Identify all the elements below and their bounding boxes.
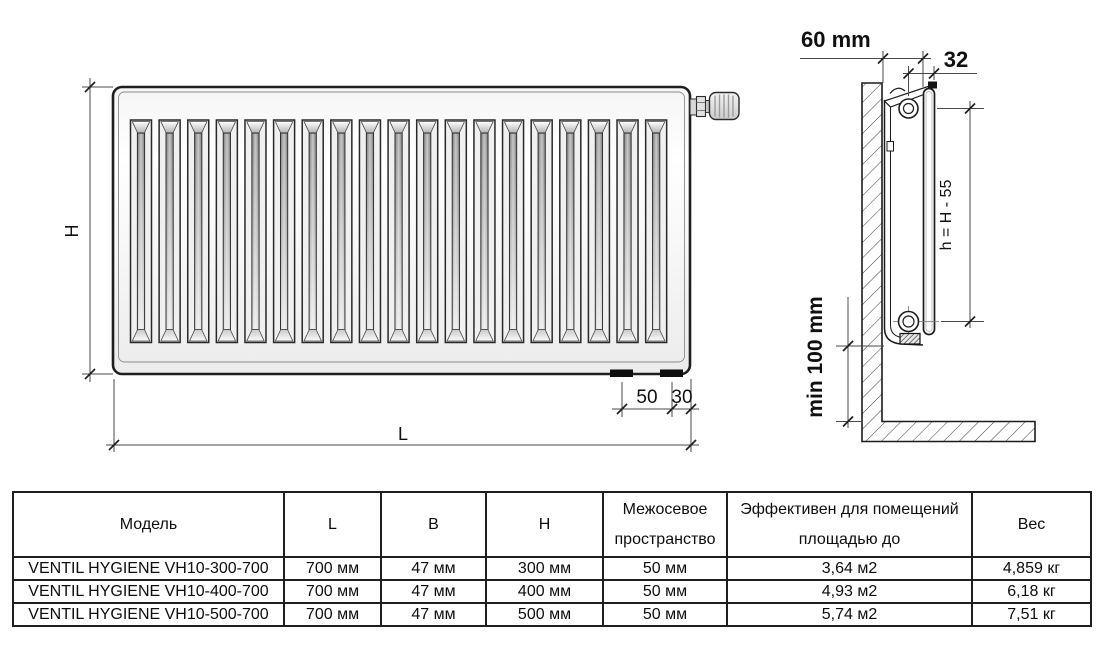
cell-spacing: 50 мм (602, 556, 728, 581)
front-view: H L 50 30 (62, 78, 740, 452)
radiator-slat (358, 119, 382, 344)
mounting-hole-bottom (893, 306, 939, 337)
cell-b: 47 мм (380, 602, 487, 627)
cell-model: VENTIL HYGIENE VH10-300-700 (12, 556, 285, 581)
cell-weight: 6,18 кг (971, 579, 1092, 604)
radiator-slat (330, 119, 353, 344)
dimension-floor-clearance: min 100 mm (804, 296, 884, 428)
table-row: VENTIL HYGIENE VH10-500-700 700 мм 47 мм… (12, 602, 1092, 627)
cell-b: 47 мм (380, 556, 487, 581)
cell-l: 700 мм (283, 579, 382, 604)
dimension-depth: 32 (902, 47, 977, 96)
col-header-b: B (380, 491, 487, 558)
dimension-height: H (62, 78, 113, 382)
radiator-slat (244, 119, 267, 344)
cell-weight: 7,51 кг (971, 602, 1092, 627)
air-vent-plug (928, 81, 937, 89)
radiator-slat (587, 119, 611, 344)
panel-side-profile (922, 87, 936, 336)
cell-area: 3,64 м2 (726, 556, 973, 581)
radiator-slats (129, 119, 668, 344)
col-header-l: L (283, 491, 382, 558)
mount-height-label: h = H - 55 (938, 180, 955, 251)
col-header-effective: Эффективен для помещений площадью до (726, 491, 973, 558)
thermostatic-valve (689, 91, 740, 121)
col-header-spacing: Межосевое пространство (602, 491, 728, 558)
table-row: VENTIL HYGIENE VH10-400-700 700 мм 47 мм… (12, 579, 1092, 604)
cell-b: 47 мм (380, 579, 487, 604)
col-header-h: H (485, 491, 604, 558)
radiator-slat (616, 119, 639, 344)
dimension-mount-height: h = H - 55 (937, 101, 984, 328)
dimension-stub-offsets: 50 30 (612, 382, 699, 417)
wall-offset-label: 60 mm (801, 27, 871, 52)
radiator-slat (530, 119, 553, 344)
wall-floor-section (861, 82, 1036, 443)
cell-weight: 4,859 кг (971, 556, 1092, 581)
cell-l: 700 мм (283, 556, 382, 581)
radiator-slat (473, 119, 496, 344)
mounting-hole-top (898, 98, 919, 119)
col-header-effective-line2: площадью до (798, 530, 901, 548)
stub-spacing-50-label: 50 (636, 387, 657, 408)
col-header-spacing-line2: пространство (614, 530, 716, 548)
cell-h: 500 мм (485, 602, 604, 627)
radiator-slat (272, 119, 296, 344)
spec-table: Модель L B H Межосевое пространство Эффе… (12, 491, 1092, 627)
stub-offset-30-label: 30 (671, 387, 692, 408)
bottom-connection-stub-left (610, 369, 633, 377)
radiator-body-inner-line (118, 91, 685, 363)
col-header-spacing-line1: Межосевое (622, 500, 708, 518)
bottom-connection-stub-right (660, 369, 683, 377)
cell-h: 400 мм (485, 579, 604, 604)
radiator-slat (158, 119, 181, 344)
radiator-slat (186, 119, 210, 344)
col-header-weight: Вес (971, 491, 1092, 558)
radiator-slat (387, 119, 410, 344)
depth-label: 32 (944, 47, 968, 72)
radiator-slat (644, 119, 668, 344)
cell-model: VENTIL HYGIENE VH10-400-700 (12, 579, 285, 604)
header-row: Модель L B H Межосевое пространство Эффе… (12, 491, 1092, 558)
dimension-length: L (106, 379, 699, 452)
length-dimension-label: L (398, 424, 408, 444)
bottom-bracket-block (899, 332, 921, 345)
cell-area: 4,93 м2 (726, 579, 973, 604)
table-row: VENTIL HYGIENE VH10-300-700 700 мм 47 мм… (12, 556, 1092, 581)
radiator-slat (415, 119, 439, 344)
cell-model: VENTIL HYGIENE VH10-500-700 (12, 602, 285, 627)
col-header-model: Модель (12, 491, 285, 558)
radiator-slat (301, 119, 324, 344)
floor-clearance-label: min 100 mm (804, 296, 827, 417)
cell-l: 700 мм (283, 602, 382, 627)
radiator-slat (129, 119, 153, 344)
radiator-slat (444, 119, 468, 344)
dimension-wall-offset: 60 mm (800, 27, 931, 87)
cell-h: 300 мм (485, 556, 604, 581)
radiator-slat (501, 119, 525, 344)
cell-spacing: 50 мм (602, 579, 728, 604)
radiator-slat (559, 119, 582, 344)
side-view: 60 mm 32 (800, 27, 1036, 443)
radiator-slat (215, 119, 239, 344)
height-dimension-label: H (62, 225, 82, 238)
technical-drawing: H L 50 30 (62, 27, 1036, 452)
cell-area: 5,74 м2 (726, 602, 973, 627)
col-header-effective-line1: Эффективен для помещений (740, 500, 959, 518)
cell-spacing: 50 мм (602, 602, 728, 627)
